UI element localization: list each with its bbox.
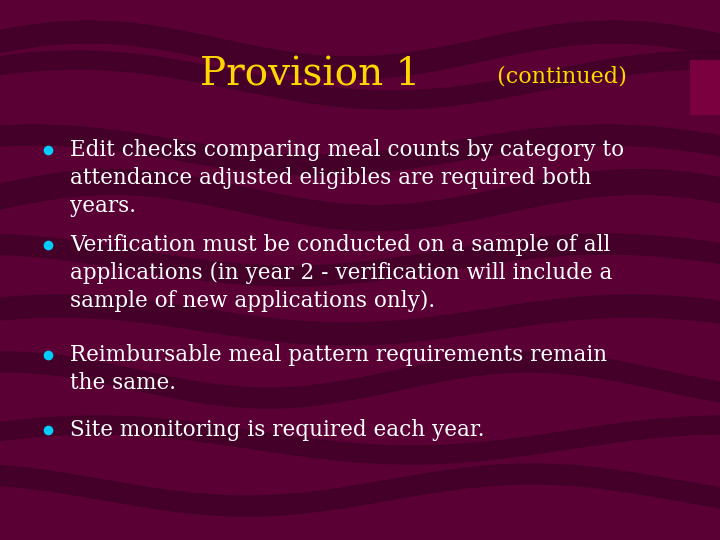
Text: (continued): (continued) <box>490 66 627 88</box>
Text: Reimbursable meal pattern requirements remain: Reimbursable meal pattern requirements r… <box>70 344 607 366</box>
Text: attendance adjusted eligibles are required both: attendance adjusted eligibles are requir… <box>70 167 592 189</box>
Text: Edit checks comparing meal counts by category to: Edit checks comparing meal counts by cat… <box>70 139 624 161</box>
Text: years.: years. <box>70 195 136 217</box>
Text: applications (in year 2 - verification will include a: applications (in year 2 - verification w… <box>70 262 613 284</box>
Bar <box>690 60 720 115</box>
Text: Verification must be conducted on a sample of all: Verification must be conducted on a samp… <box>70 234 611 256</box>
Text: the same.: the same. <box>70 372 176 394</box>
Text: Provision 1: Provision 1 <box>200 57 420 93</box>
Text: sample of new applications only).: sample of new applications only). <box>70 290 435 312</box>
Text: Site monitoring is required each year.: Site monitoring is required each year. <box>70 419 485 441</box>
